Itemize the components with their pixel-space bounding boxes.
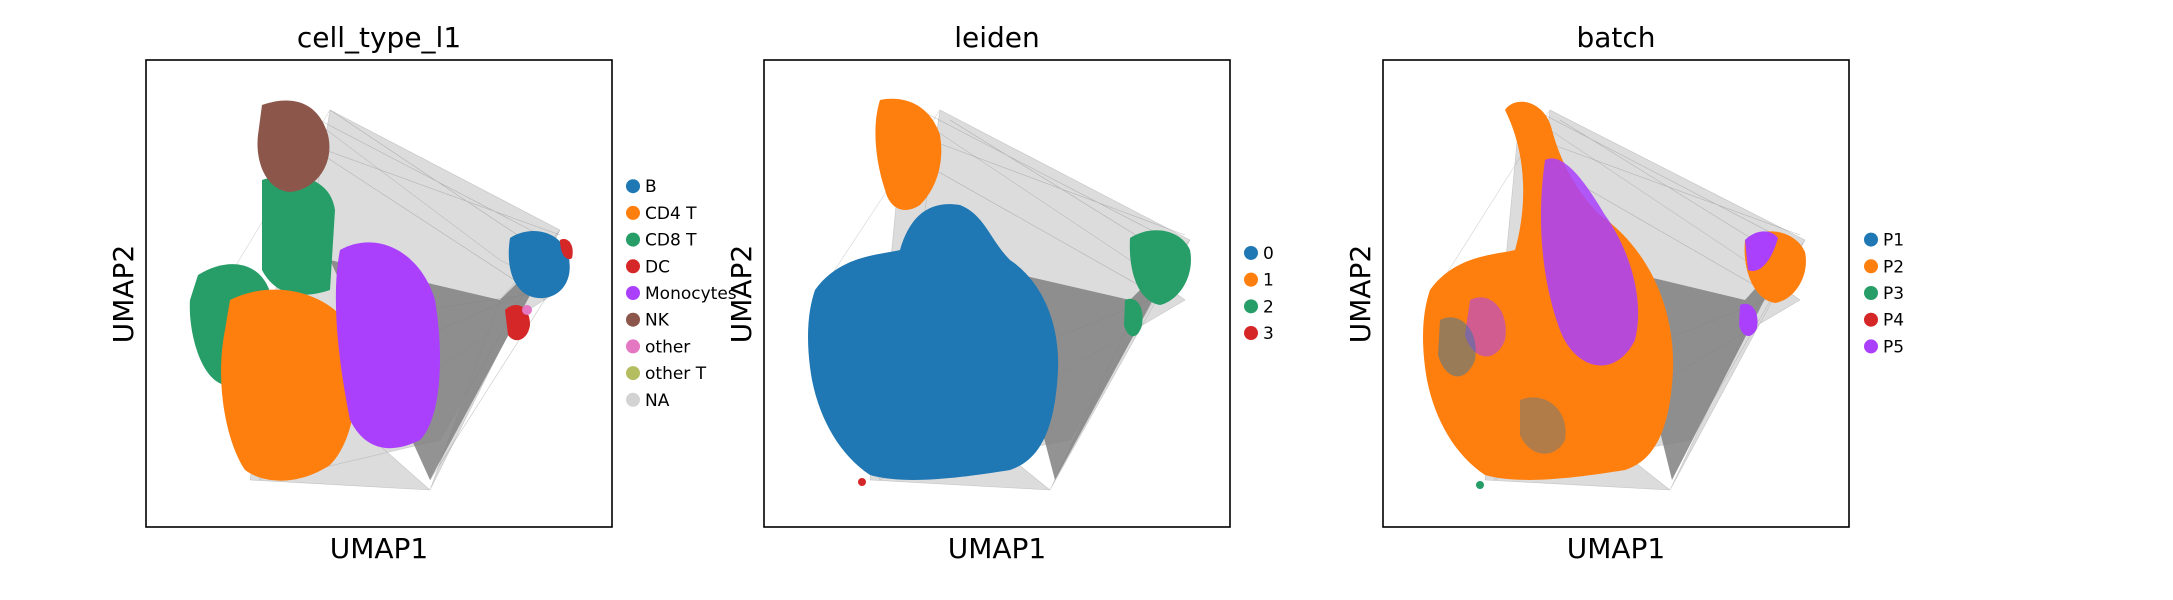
panel-title: cell_type_l1: [297, 21, 461, 54]
legend-label: 1: [1263, 271, 1274, 291]
legend-marker: [626, 179, 640, 194]
legend-marker: [1864, 312, 1878, 327]
legend-label: P3: [1883, 284, 1904, 304]
legend-marker: [626, 232, 640, 247]
legend-item: P1: [1864, 231, 1904, 251]
legend-marker: [626, 392, 640, 407]
legend-label: B: [645, 177, 657, 197]
legend-item: other: [626, 337, 690, 357]
legend-marker: [1244, 326, 1258, 341]
legend-marker: [1244, 245, 1258, 260]
legend-label: P4: [1883, 311, 1904, 331]
plot-area: [808, 98, 1191, 491]
legend-marker: [1244, 299, 1258, 314]
cell-clusters: [808, 98, 1191, 486]
legend-item: DC: [626, 257, 670, 277]
legend-marker: [626, 259, 640, 274]
y-axis-label: UMAP2: [1344, 245, 1377, 344]
legend-item: P3: [1864, 284, 1904, 304]
legend-label: P5: [1883, 337, 1904, 357]
legend-item: NA: [626, 391, 670, 411]
legend-item: P2: [1864, 257, 1904, 277]
x-axis-label: UMAP1: [1567, 532, 1666, 565]
legend-marker: [626, 339, 640, 354]
legend-item: NK: [626, 311, 670, 331]
legend-label: DC: [645, 257, 670, 277]
legend-item: 2: [1244, 297, 1274, 317]
legend-label: Monocytes: [645, 284, 737, 304]
legend-marker: [1864, 339, 1878, 354]
legend-item: P4: [1864, 311, 1904, 331]
plot-area: [189, 100, 573, 491]
legend-item: 0: [1244, 244, 1274, 264]
plot-frame: [1382, 59, 1850, 528]
legend: P1 P2 P3 P4 P5: [1864, 231, 1904, 357]
legend-label: 0: [1263, 244, 1274, 264]
legend-label: 2: [1263, 297, 1274, 317]
y-axis-label: UMAP2: [725, 245, 758, 344]
panel-leiden: leiden UMAP1 UMAP2 0 1 2 3: [725, 21, 1274, 565]
x-axis-label: UMAP1: [330, 532, 429, 565]
legend-item: 3: [1244, 324, 1274, 344]
legend-label: P2: [1883, 257, 1904, 277]
legend-marker: [626, 366, 640, 381]
panel-batch: batch UMA: [1344, 21, 1904, 565]
legend-item: Monocytes: [626, 284, 737, 304]
legend-label: NK: [645, 311, 670, 331]
panel-cell-type-l1: cell_type_l1: [107, 21, 737, 565]
legend: 0 1 2 3: [1244, 244, 1274, 344]
legend-label: CD8 T: [645, 231, 697, 251]
legend-item: P5: [1864, 337, 1904, 357]
cell-clusters: [1423, 101, 1806, 489]
legend-label: other: [645, 337, 690, 357]
x-axis-label: UMAP1: [948, 532, 1047, 565]
y-axis-label: UMAP2: [107, 245, 140, 344]
legend-marker: [626, 205, 640, 220]
legend-item: B: [626, 177, 657, 197]
legend-marker: [1244, 272, 1258, 287]
legend: B CD4 T CD8 T DC Monocytes NK other other T NA: [626, 177, 737, 411]
legend-label: other T: [645, 364, 707, 384]
legend-label: 3: [1263, 324, 1274, 344]
legend-marker: [626, 286, 640, 300]
plot-frame: [145, 59, 613, 528]
legend-marker: [626, 312, 640, 327]
legend-marker: [1864, 259, 1878, 274]
legend-marker: [1864, 232, 1878, 247]
legend-label: CD4 T: [645, 204, 697, 224]
plot-area: [1423, 101, 1806, 491]
legend-label: NA: [645, 391, 670, 411]
panel-title: leiden: [954, 21, 1040, 54]
cell-clusters: [189, 100, 573, 481]
panel-title: batch: [1576, 21, 1655, 54]
legend-item: 1: [1244, 271, 1274, 291]
legend-marker: [1864, 286, 1878, 300]
legend-item: CD4 T: [626, 204, 697, 224]
legend-label: P1: [1883, 231, 1904, 251]
plot-frame: [763, 59, 1231, 528]
legend-item: other T: [626, 364, 707, 384]
legend-item: CD8 T: [626, 231, 697, 251]
